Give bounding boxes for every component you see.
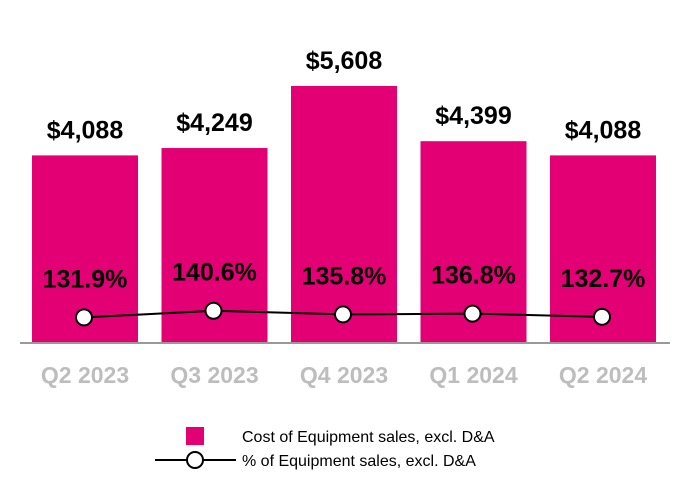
legend-line-marker — [186, 451, 204, 469]
percent-value-label: 131.9% — [43, 265, 128, 293]
bar-3 — [291, 86, 397, 342]
percent-series-markers — [75, 301, 611, 327]
percent-point-5 — [593, 307, 611, 326]
percent-point-4 — [463, 304, 482, 323]
legend-bar-label: Cost of Equipment sales, excl. D&A — [242, 429, 495, 446]
percent-point-3 — [334, 305, 352, 324]
legend: Cost of Equipment sales, excl. D&A % of … — [155, 427, 495, 470]
x-tick-label: Q2 2024 — [559, 362, 647, 388]
percent-value-label: 140.6% — [172, 259, 257, 287]
percent-value-label: 132.7% — [561, 265, 646, 293]
x-tick-label: Q4 2023 — [300, 362, 388, 388]
x-tick-label: Q1 2024 — [429, 362, 517, 388]
legend-bar-swatch — [186, 427, 204, 445]
bar-value-labels: $4,088 $4,249 $5,608 $4,399 $4,088 — [47, 47, 642, 144]
bar-series — [32, 86, 656, 342]
bar-value-label: $4,399 — [435, 102, 511, 130]
percent-value-label: 135.8% — [302, 262, 387, 290]
percent-value-labels: 131.9% 140.6% 135.8% 136.8% 132.7% — [43, 259, 646, 294]
bar-value-label: $4,088 — [565, 116, 642, 144]
x-tick-label: Q2 2023 — [41, 362, 129, 388]
percent-value-label: 136.8% — [431, 262, 516, 290]
bar-value-label: $4,249 — [176, 109, 252, 137]
bar-value-label: $5,608 — [306, 47, 383, 75]
percent-point-1 — [75, 308, 93, 327]
x-axis-tick-labels: Q2 2023 Q3 2023 Q4 2023 Q1 2024 Q2 2024 — [41, 362, 647, 388]
x-tick-label: Q3 2023 — [170, 362, 258, 388]
legend-line-label: % of Equipment sales, excl. D&A — [242, 453, 476, 470]
percent-point-2 — [204, 301, 223, 320]
bar-value-label: $4,088 — [47, 116, 124, 144]
